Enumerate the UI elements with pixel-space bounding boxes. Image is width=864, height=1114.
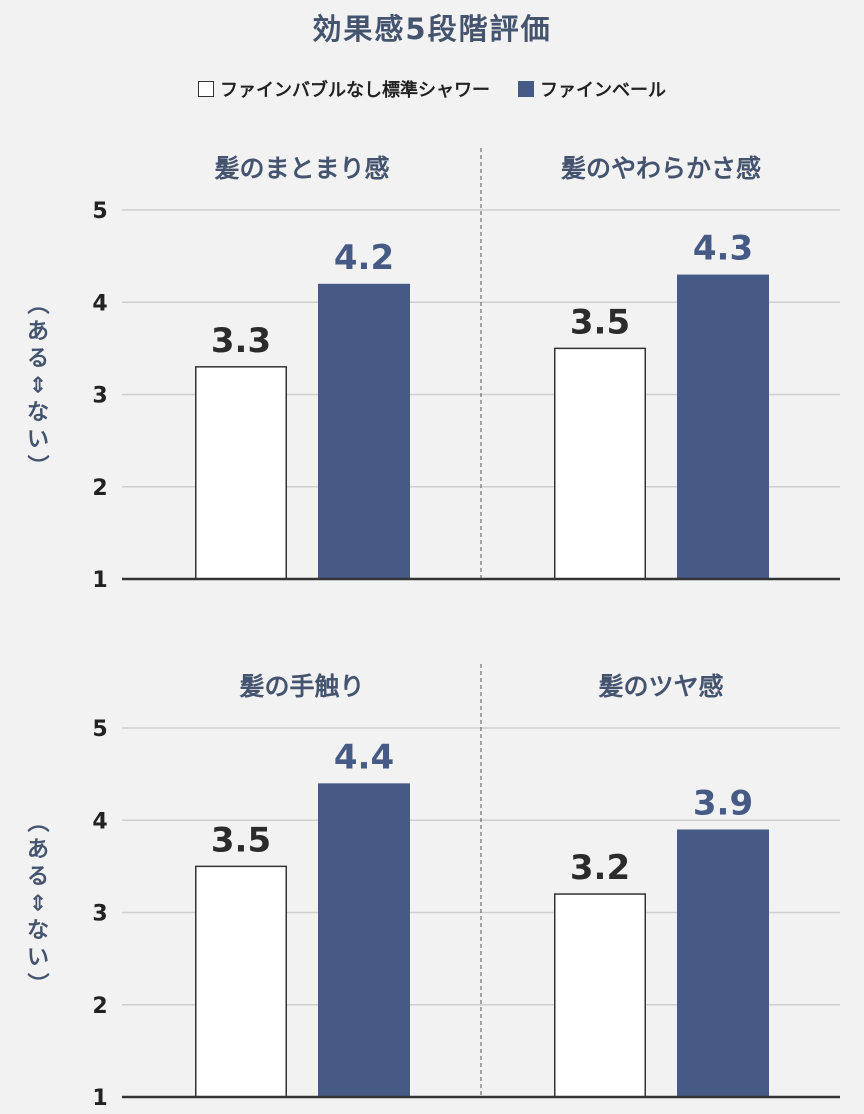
y-axis-label-char: ） [24,454,49,476]
y-tick-label: 4 [92,291,107,316]
y-axis-label-char: ） [24,972,49,994]
y-axis-label-char: な [27,401,49,426]
data-label-standard: 3.2 [570,848,630,888]
legend-swatch-fineveil [518,81,534,97]
data-label-standard: 3.5 [570,302,630,342]
data-label-standard: 3.3 [211,321,271,361]
legend-label-fineveil: ファインベール [540,80,666,101]
bar-fineveil [318,783,410,1097]
y-tick-label: 3 [92,902,107,927]
legend-swatch-standard [198,81,214,97]
bar-standard [554,893,646,1098]
bar-standard [195,865,287,1098]
panel-title: 髪のツヤ感 [597,672,723,701]
y-tick-label: 1 [92,568,107,593]
legend-label-standard: ファインバブルなし標準シャワー [220,80,490,101]
y-tick-label: 5 [92,717,107,742]
panel-title: 髪の手触り [238,672,364,701]
legend: ファインバブルなし標準シャワー ファインベール [0,76,864,102]
data-label-fineveil: 4.3 [693,229,753,269]
y-axis-label-char: あ [27,838,49,863]
bar-fineveil [677,274,769,579]
y-axis-label-char: ⇕ [29,892,47,917]
legend-item-fineveil: ファインベール [518,76,666,102]
y-axis-label-char: （ [24,292,49,314]
y-axis-label-char: ⇕ [29,374,47,399]
y-tick-label: 1 [92,1086,107,1111]
bar-fineveil [318,283,410,579]
y-axis-label-char: な [27,919,49,944]
chart-title: 効果感5段階評価 [312,12,552,46]
y-tick-label: 2 [92,476,107,501]
y-axis-label-char: る [27,347,49,372]
y-tick-label: 3 [92,384,107,409]
y-axis-label-char: （ [24,810,49,832]
data-label-standard: 3.5 [211,820,271,860]
y-tick-label: 2 [92,994,107,1019]
y-axis-label-char: い [27,428,49,453]
legend-item-standard: ファインバブルなし標準シャワー [198,76,490,102]
data-label-fineveil: 4.2 [334,238,394,278]
bar-standard [195,366,287,580]
y-axis-label-char: あ [27,320,49,345]
bar-standard [554,347,646,580]
data-label-fineveil: 3.9 [693,783,753,823]
panel-title: 髪のやわらかさ感 [560,154,761,183]
y-tick-label: 4 [92,809,107,834]
y-axis-label-char: い [27,946,49,971]
panel-title: 髪のまとまり感 [213,154,389,183]
y-tick-label: 5 [92,199,107,224]
bar-fineveil [677,829,769,1097]
data-label-fineveil: 4.4 [334,737,394,777]
y-axis-label-char: る [27,865,49,890]
